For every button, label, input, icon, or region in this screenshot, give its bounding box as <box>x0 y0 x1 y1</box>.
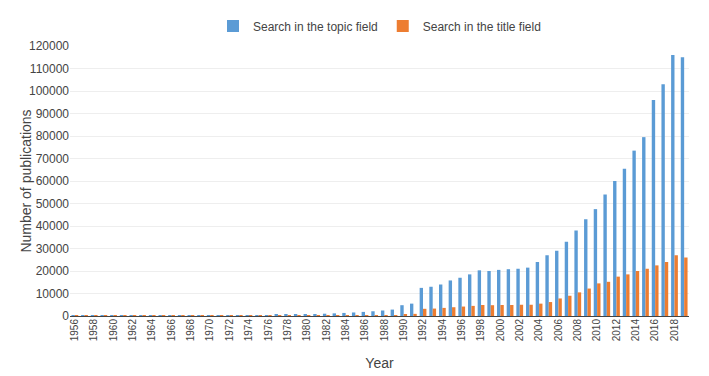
svg-text:2010: 2010 <box>591 319 602 342</box>
svg-text:1960: 1960 <box>108 319 119 342</box>
svg-text:2000: 2000 <box>495 319 506 342</box>
svg-text:100000: 100000 <box>29 84 69 98</box>
svg-text:Year: Year <box>365 355 394 371</box>
svg-text:2002: 2002 <box>514 319 525 342</box>
svg-text:120000: 120000 <box>29 39 69 53</box>
svg-text:1980: 1980 <box>301 319 312 342</box>
svg-text:80000: 80000 <box>36 129 70 143</box>
svg-text:70000: 70000 <box>36 152 70 166</box>
svg-text:110000: 110000 <box>30 62 69 76</box>
svg-text:1990: 1990 <box>398 319 409 342</box>
svg-text:1994: 1994 <box>437 319 448 342</box>
svg-text:10000: 10000 <box>36 287 70 301</box>
svg-text:90000: 90000 <box>36 107 70 121</box>
svg-text:Search in the title field: Search in the title field <box>423 20 541 34</box>
svg-text:1972: 1972 <box>224 319 235 342</box>
svg-text:Number of publications: Number of publications <box>18 109 34 252</box>
svg-text:0: 0 <box>62 309 69 323</box>
svg-text:2006: 2006 <box>553 319 564 342</box>
svg-text:Search in the topic field: Search in the topic field <box>253 20 378 34</box>
svg-text:1986: 1986 <box>359 319 370 342</box>
svg-text:60000: 60000 <box>36 174 70 188</box>
svg-text:1988: 1988 <box>379 319 390 342</box>
svg-text:2008: 2008 <box>572 319 583 342</box>
svg-text:20000: 20000 <box>36 264 70 278</box>
svg-text:1978: 1978 <box>282 319 293 342</box>
svg-text:2004: 2004 <box>533 319 544 342</box>
svg-text:1970: 1970 <box>204 319 215 342</box>
svg-text:1968: 1968 <box>185 319 196 342</box>
svg-text:1998: 1998 <box>475 319 486 342</box>
svg-text:30000: 30000 <box>36 242 70 256</box>
svg-text:1958: 1958 <box>88 319 99 342</box>
svg-text:1974: 1974 <box>243 319 254 342</box>
svg-text:1976: 1976 <box>263 319 274 342</box>
svg-text:2018: 2018 <box>669 319 680 342</box>
svg-text:50000: 50000 <box>36 197 70 211</box>
svg-text:1982: 1982 <box>321 319 332 342</box>
svg-text:1992: 1992 <box>417 319 428 342</box>
svg-text:1966: 1966 <box>166 319 177 342</box>
svg-text:2012: 2012 <box>611 319 622 342</box>
svg-text:1984: 1984 <box>340 319 351 342</box>
svg-text:1964: 1964 <box>146 319 157 342</box>
svg-text:40000: 40000 <box>36 219 70 233</box>
svg-text:2016: 2016 <box>649 319 660 342</box>
svg-text:1996: 1996 <box>456 319 467 342</box>
svg-text:2014: 2014 <box>630 319 641 342</box>
svg-text:1962: 1962 <box>127 319 138 342</box>
svg-text:1956: 1956 <box>69 319 80 342</box>
